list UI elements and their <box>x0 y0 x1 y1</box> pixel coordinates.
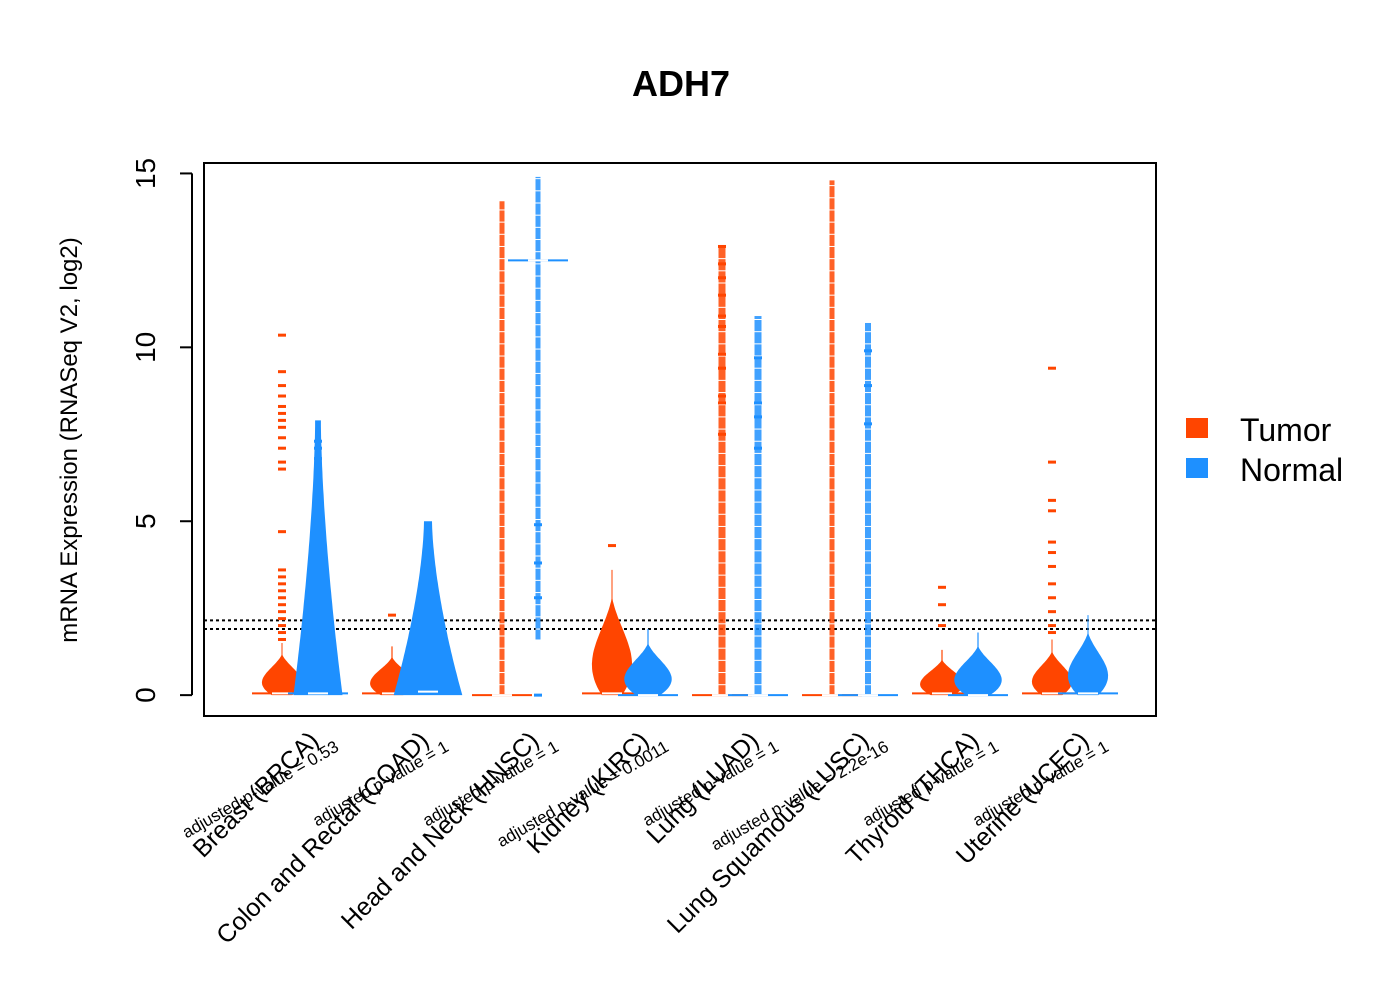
normal-bean-7 <box>954 632 1002 696</box>
normal-bean-3 <box>535 176 541 640</box>
y-tick-label: 15 <box>130 158 161 189</box>
normal-bean-1 <box>293 420 343 696</box>
plot-frame <box>203 162 1157 717</box>
tumor-bean-4 <box>591 569 633 696</box>
normal-bean-2 <box>393 521 463 696</box>
bean-group-1 <box>252 333 348 696</box>
normal-bean-4 <box>624 629 672 696</box>
normal-bean-5 <box>754 316 762 696</box>
bean-group-6 <box>802 180 898 697</box>
bean-group-8 <box>1022 366 1118 696</box>
bean-group-3 <box>472 176 568 697</box>
bean-group-7 <box>912 585 1008 697</box>
tumor-bean-1 <box>261 643 303 696</box>
tumor-bean-7 <box>920 649 964 696</box>
y-tick-label: 0 <box>130 687 161 703</box>
legend-swatch-normal <box>1186 458 1208 478</box>
bean-group-5 <box>692 244 788 697</box>
y-axis-label: mRNA Expression (RNASeq V2, log2) <box>56 237 83 643</box>
legend-swatch-tumor <box>1186 418 1208 438</box>
chart-title: ADH7 <box>632 63 730 104</box>
legend-label-tumor: Tumor <box>1240 412 1332 448</box>
normal-bean-6 <box>865 322 871 696</box>
bean-group-4 <box>582 544 678 697</box>
tumor-bean-6 <box>829 180 835 696</box>
tumor-bean-8 <box>1031 639 1073 696</box>
tumor-bean-5 <box>718 246 726 696</box>
legend: Tumor Normal <box>1186 412 1343 488</box>
y-tick-label: 5 <box>130 513 161 529</box>
normal-bean-8 <box>1067 615 1109 696</box>
tumor-bean-3 <box>499 201 505 696</box>
plot-layer <box>204 176 1156 697</box>
y-tick-label: 10 <box>130 332 161 363</box>
legend-label-normal: Normal <box>1240 452 1343 488</box>
bean-group-2 <box>362 521 463 696</box>
